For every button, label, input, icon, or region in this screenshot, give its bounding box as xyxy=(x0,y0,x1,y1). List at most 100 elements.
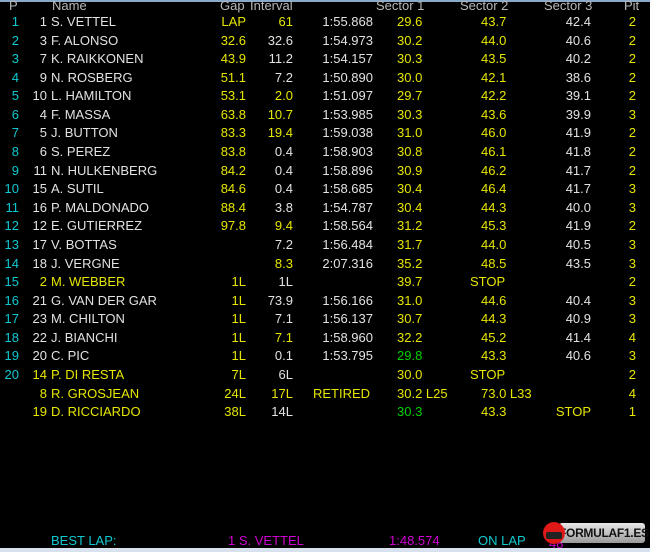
sector1: 31.0 xyxy=(397,292,423,308)
pit-stops: 2 xyxy=(628,162,636,178)
lap-time: 1:55.868 xyxy=(322,14,373,29)
car-number: 22 xyxy=(32,329,47,345)
driver-name: S. VETTEL xyxy=(51,14,117,29)
driver-row: 3 7 K. RAIKKONEN 43.9 11.2 1:54.157 30.3 43.5 40… xyxy=(0,50,650,68)
driver-row: 13 17 V. BOTTAS 7.2 1:56.484 31.7 44.0 40.5 3 xyxy=(0,236,650,254)
car-number: 10 xyxy=(32,88,47,104)
pit-stops: 2 xyxy=(628,144,636,160)
lap-time: 1:51.097 xyxy=(322,88,373,104)
pit-stops: 2 xyxy=(628,14,636,29)
interval: 7.2 xyxy=(274,236,293,252)
position: 14 xyxy=(4,255,19,271)
driver-name: F. ALONSO xyxy=(51,32,119,48)
gap: 88.4 xyxy=(220,199,246,215)
lap-time: 2:07.316 xyxy=(322,255,373,271)
gap: 84.2 xyxy=(220,162,246,178)
sector3: 41.9 xyxy=(565,218,591,234)
driver-row: 7 5 J. BUTTON 83.3 19.4 1:59.038 31.0 46.0 41.9 2 xyxy=(0,124,650,142)
header-sector1: Sector 1 xyxy=(376,0,425,13)
car-number: 8 xyxy=(39,385,47,401)
driver-name: G. VAN DER GAR xyxy=(51,292,157,308)
driver-name: R. GROSJEAN xyxy=(51,385,140,401)
pit-stops: 3 xyxy=(628,236,636,252)
sector3: 40.6 xyxy=(565,32,591,48)
gap: 1L xyxy=(231,311,246,327)
driver-name: K. RAIKKONEN xyxy=(51,51,144,67)
gap: 43.9 xyxy=(220,51,246,67)
lap-time: 1:58.685 xyxy=(322,181,373,197)
sector3: 40.5 xyxy=(565,236,591,252)
car-number: 18 xyxy=(32,255,47,271)
interval: 1L xyxy=(278,274,293,290)
sector2: 44.0 xyxy=(481,32,507,48)
driver-name: E. GUTIERREZ xyxy=(51,218,143,234)
interval: 6L xyxy=(278,367,293,383)
gap: 83.3 xyxy=(220,125,246,141)
car-number: 14 xyxy=(32,367,47,383)
header-p: P xyxy=(9,0,18,13)
car-number: 7 xyxy=(39,51,47,67)
lap-time: 1:58.960 xyxy=(322,329,373,345)
driver-row: 5 10 L. HAMILTON 53.1 2.0 1:51.097 29.7 42.2 39.… xyxy=(0,87,650,105)
on-lap-label: ON LAP xyxy=(478,533,526,548)
pit-stops: 3 xyxy=(628,255,636,271)
lap-time: 1:58.896 xyxy=(322,162,373,178)
sector3: 41.9 xyxy=(565,125,591,141)
header-name: Name xyxy=(52,0,87,13)
position: 18 xyxy=(4,329,19,345)
lap-time: 1:56.166 xyxy=(322,292,373,308)
window-top-border xyxy=(0,0,650,2)
pit-stops: 3 xyxy=(628,199,636,215)
sector3: 40.9 xyxy=(565,311,591,327)
header-pit: Pit xyxy=(624,0,640,13)
driver-row: 19 20 C. PIC 1L 0.1 1:53.795 29.8 43.3 40.6 3 xyxy=(0,347,650,365)
sector2: 44.3 xyxy=(481,199,507,215)
sector1: 31.0 xyxy=(397,125,423,141)
sector1: 30.9 xyxy=(397,162,423,178)
logo-text: FORMULAF1.ES xyxy=(559,523,649,543)
driver-name: M. CHILTON xyxy=(51,311,125,327)
driver-row: 6 4 F. MASSA 63.8 10.7 1:53.985 30.3 43.6 39.9 3 xyxy=(0,106,650,124)
driver-row: 19 D. RICCIARDO 38L 14L 30.3 43.3 STOP 1 xyxy=(0,403,650,421)
sector2: 43.7 xyxy=(481,14,507,29)
sector1: 39.7 xyxy=(397,274,423,290)
gap: 32.6 xyxy=(220,32,246,48)
interval: 3.8 xyxy=(274,199,293,215)
interval: 73.9 xyxy=(267,292,293,308)
sector1: 30.3 xyxy=(397,106,423,122)
gap: 7L xyxy=(231,367,246,383)
position: 17 xyxy=(4,311,19,327)
driver-row: 2 3 F. ALONSO 32.6 32.6 1:54.973 30.2 44.0 40.6 2 xyxy=(0,32,650,50)
gap: LAP xyxy=(221,14,246,29)
sector1: 29.8 xyxy=(397,348,423,364)
header-gap: Gap xyxy=(220,0,245,13)
header-interval: Interval xyxy=(250,0,293,13)
sector3: 41.7 xyxy=(565,181,591,197)
lap-time: 1:58.564 xyxy=(322,218,373,234)
lap-time: 1:58.903 xyxy=(322,144,373,160)
gap: 24L xyxy=(224,385,246,401)
interval: 14L xyxy=(271,404,293,420)
gap: 1L xyxy=(231,348,246,364)
lap-time: 1:54.973 xyxy=(322,32,373,48)
driver-row: 14 18 J. VERGNE 8.3 2:07.316 35.2 48.5 43.5 3 xyxy=(0,255,650,273)
sector3: 40.6 xyxy=(565,348,591,364)
sector1: 30.4 xyxy=(397,181,423,197)
sector2: 45.2 xyxy=(481,329,507,345)
sector3: 41.8 xyxy=(565,144,591,160)
position: 7 xyxy=(11,125,19,141)
driver-name: J. BUTTON xyxy=(51,125,118,141)
sector3: STOP xyxy=(555,404,591,420)
window-bottom-border xyxy=(0,548,650,552)
interval: 11.2 xyxy=(268,51,293,67)
interval: 8.3 xyxy=(274,255,293,271)
sector1: 30.0 xyxy=(397,69,423,85)
driver-name: N. HULKENBERG xyxy=(51,162,158,178)
position: 6 xyxy=(11,106,19,122)
gap: 63.8 xyxy=(220,106,246,122)
gap: 84.6 xyxy=(220,181,246,197)
car-number: 21 xyxy=(32,292,47,308)
best-lap-time: 1:48.574 xyxy=(389,533,440,548)
pit-stops: 2 xyxy=(628,51,636,67)
interval: 0.4 xyxy=(274,162,293,178)
